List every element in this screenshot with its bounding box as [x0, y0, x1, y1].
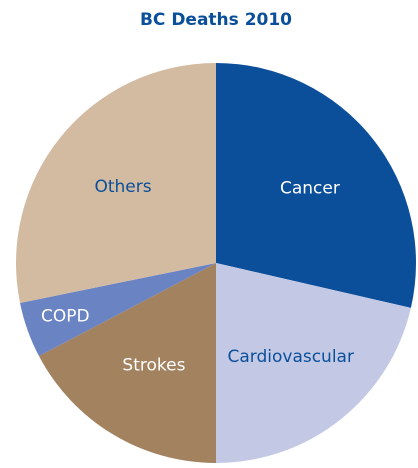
slice-label: Strokes [122, 356, 185, 376]
slice-label: Cancer [280, 178, 340, 198]
slice-label: COPD [41, 307, 90, 327]
pie-slice [16, 63, 216, 303]
pie-slice [216, 263, 411, 463]
pie-slice [20, 263, 216, 357]
slice-label: Others [94, 177, 151, 197]
pie-slice [38, 263, 217, 463]
slice-label: Cardiovascular [227, 347, 353, 367]
chart-title: BC Deaths 2010 [140, 10, 292, 30]
pie-slice [216, 63, 416, 308]
